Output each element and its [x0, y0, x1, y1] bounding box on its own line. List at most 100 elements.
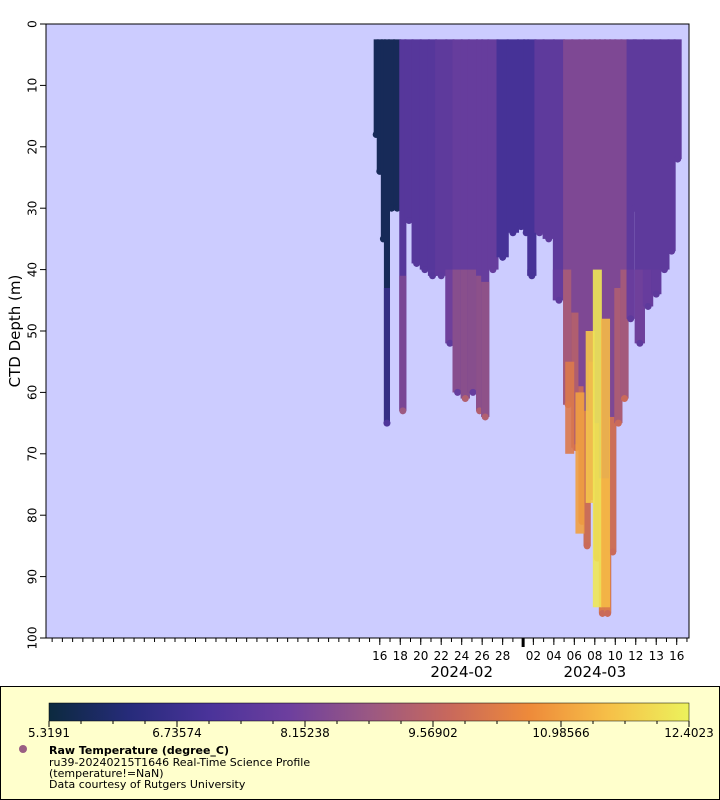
profile-bottom-point	[421, 266, 429, 274]
x-tick-label: 12	[628, 649, 643, 663]
profile-bottom-point	[437, 272, 445, 280]
colorbar: 5.3191 6.73574 8.15238 9.56902 10.98566 12.40…	[28, 702, 714, 740]
profile-column	[506, 39, 520, 237]
y-tick-label: 80	[26, 508, 40, 523]
profile-points	[609, 39, 617, 553]
x-tick-label: 24	[454, 649, 469, 663]
profile-bottom-point	[668, 247, 676, 255]
x-tick-label: 18	[393, 649, 408, 663]
profile-points	[399, 39, 407, 411]
y-tick-label: 100	[26, 627, 40, 650]
colorbar-tick-label: 9.56902	[408, 726, 458, 740]
colorbar-ticks: 5.3191 6.73574 8.15238 9.56902 10.98566 12.40…	[28, 721, 714, 740]
colorbar-gradient	[48, 702, 690, 722]
profile-column	[487, 39, 499, 274]
x-tick-label: 04	[546, 649, 561, 663]
profile-column	[614, 39, 623, 427]
profile-bottom-point	[644, 302, 652, 310]
profile-column	[481, 39, 490, 421]
y-tick-label: 70	[26, 446, 40, 461]
profile-bottom-point	[604, 609, 612, 617]
profile-points	[452, 39, 463, 393]
deep-profile-points	[634, 269, 645, 344]
profile-bottom-point	[545, 235, 553, 243]
profile-points	[487, 39, 499, 270]
profile-points	[571, 39, 581, 448]
profile-points	[435, 39, 448, 276]
profile-points	[578, 39, 586, 522]
profile-points	[620, 39, 629, 399]
profile-bottom-point	[536, 229, 544, 237]
y-tick-label: 0	[26, 20, 40, 28]
deep-profile-points	[399, 275, 407, 411]
profile-points	[373, 39, 379, 135]
data-layer	[372, 39, 682, 617]
x-tick-label: 10	[608, 649, 623, 663]
deep-profile-points	[609, 416, 617, 553]
x-tick-label: 08	[587, 649, 602, 663]
deep-profile-points	[467, 269, 479, 393]
legend-title: Raw Temperature (degree_C)	[49, 744, 230, 757]
colorbar-tick-label: 6.73574	[152, 726, 202, 740]
warm-core-points	[575, 392, 585, 534]
profile-bottom-point	[454, 388, 462, 396]
deep-profile-points	[452, 269, 463, 393]
profile-bottom-point	[383, 419, 391, 427]
deep-profile-points	[552, 269, 566, 301]
profile-bottom-point	[583, 542, 591, 550]
profile-column	[552, 39, 566, 304]
profile-points	[496, 39, 509, 258]
y-axis: 0 10 20 30 40 50 60 70 80 90 100	[26, 20, 46, 650]
profile-points	[383, 39, 391, 424]
deep-profile-points	[571, 312, 581, 448]
deep-profile-points	[445, 269, 455, 344]
profile-column	[542, 39, 555, 243]
profile-points	[632, 39, 637, 209]
profile-points	[388, 39, 396, 209]
x-tick-label: 02	[526, 649, 541, 663]
profile-bottom-point	[614, 419, 622, 427]
profile-bottom-point	[660, 266, 668, 274]
profile-bottom-point	[446, 339, 454, 347]
profile-column	[467, 39, 479, 396]
profile-points	[517, 39, 526, 227]
profile-column	[659, 39, 670, 274]
profile-bottom-point	[405, 216, 413, 224]
profile-points	[534, 39, 545, 233]
profile-bottom-point	[413, 259, 421, 267]
profile-column	[393, 39, 402, 212]
warm-core-points	[592, 269, 602, 608]
profile-column	[452, 39, 463, 396]
profile-points	[651, 39, 662, 295]
colorbar-tick-label: 10.98566	[532, 726, 589, 740]
profile-points	[427, 39, 438, 276]
warm-core-points	[585, 331, 595, 503]
legend-constraint: (temperature!=NaN)	[49, 767, 164, 780]
profile-column	[460, 39, 470, 403]
x-tick-label: 28	[495, 649, 510, 663]
month-label: 2024-03	[563, 663, 626, 681]
colorbar-tick-label: 5.3191	[28, 726, 70, 740]
profile-column	[399, 39, 407, 415]
profile-column	[517, 39, 526, 231]
profile-bottom-point	[636, 339, 644, 347]
legend-marker-icon	[19, 745, 27, 753]
month-label: 2024-02	[430, 663, 493, 681]
plot-area: 0 10 20 30 40 50 60 70 80 90 100 16 18 20 22 24 26 28 02 0…	[6, 20, 690, 681]
profile-points	[673, 39, 682, 160]
profile-points	[552, 39, 566, 301]
profile-points	[393, 39, 402, 209]
profile-bottom-point	[674, 155, 682, 163]
profile-column	[626, 39, 635, 323]
profile-column	[411, 39, 422, 267]
y-axis-title: CTD Depth (m)	[6, 275, 24, 388]
profile-points	[667, 39, 676, 252]
profile-column	[534, 39, 545, 237]
warm-core-points	[601, 318, 611, 608]
profile-bottom-point	[652, 290, 660, 298]
profile-points	[583, 39, 591, 546]
profile-points	[626, 39, 635, 319]
deep-profile-points	[642, 269, 654, 307]
deep-profile-points	[476, 275, 484, 411]
profile-points	[411, 39, 422, 264]
